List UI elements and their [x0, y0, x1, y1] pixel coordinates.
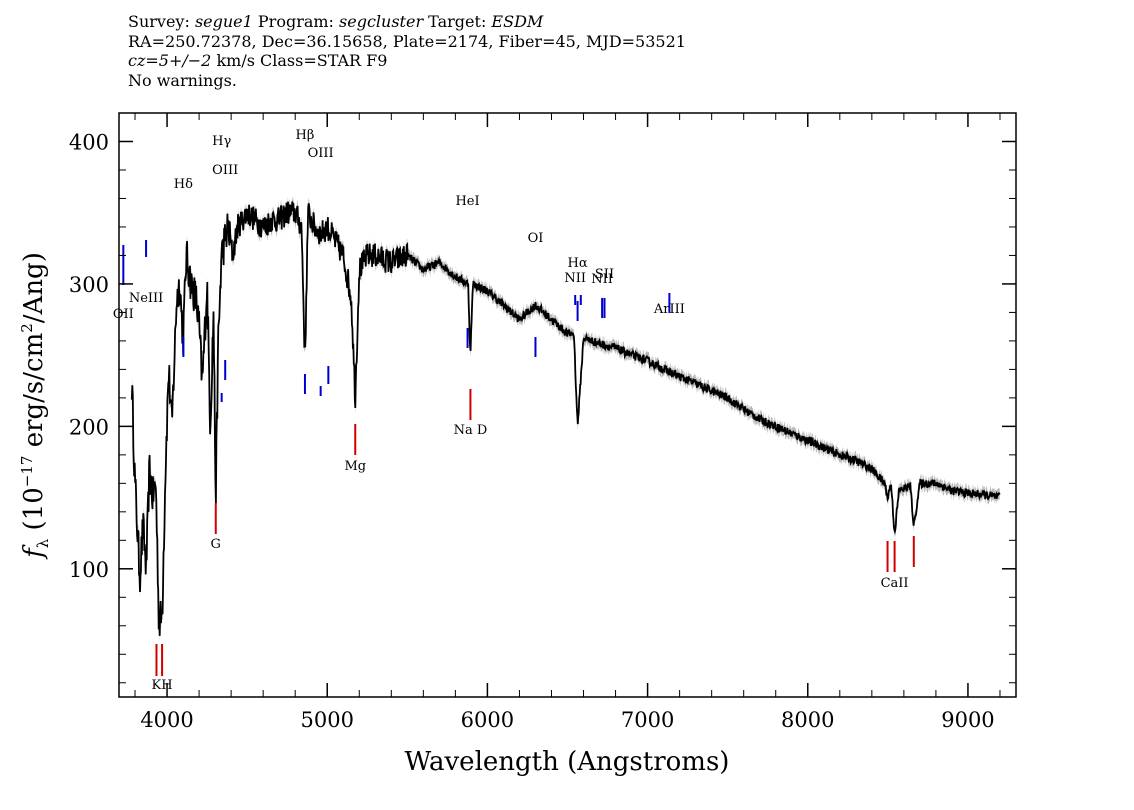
x-tick-label: 8000	[781, 708, 834, 732]
emission-line-label: NII	[591, 272, 613, 287]
emission-line-label: Hδ	[174, 177, 193, 192]
survey-value: segue1	[194, 12, 253, 31]
target-value: ESDM	[491, 12, 544, 31]
emission-line-label: NII	[564, 271, 586, 286]
emission-line-label: OIII	[212, 163, 238, 178]
header-line-warnings: No warnings.	[128, 70, 237, 90]
line-markers: OIINeIIIHδHγOIIIHβOIIIHeIOINIIHαNIISIIAr…	[113, 128, 915, 693]
emission-line-label: ArIII	[653, 302, 685, 317]
emission-line-label: OII	[113, 307, 134, 322]
x-tick-label: 7000	[621, 708, 674, 732]
absorption-line-label: Na D	[454, 423, 488, 438]
program-value: segcluster	[339, 12, 424, 31]
survey-label: Survey:	[128, 12, 195, 31]
axis-ticks: 4000 5000 6000 7000 8000 9000 100 200 300 400	[69, 113, 1016, 732]
program-label: Program:	[252, 12, 340, 31]
x-axis-title: Wavelength (Angstroms)	[405, 747, 730, 777]
spectrum-series	[130, 201, 1001, 636]
emission-line-label: NeIII	[129, 291, 163, 306]
y-tick-label: 300	[69, 273, 109, 297]
cz-value: cz=5+/−2	[128, 51, 212, 70]
x-tick-label: 5000	[301, 708, 354, 732]
header-line-redshift: cz=5+/−2 km/s Class=STAR F9	[128, 51, 686, 71]
y-axis-title: fλ (10−17 erg/s/cm2/Ang)	[18, 252, 52, 560]
y-tick-label: 200	[69, 415, 109, 439]
emission-line-label: Hγ	[212, 134, 231, 149]
emission-line-label: OIII	[308, 146, 334, 161]
error-band	[131, 195, 1000, 642]
y-tick-label: 400	[69, 130, 109, 154]
emission-line-label: Hα	[568, 256, 588, 271]
x-tick-label: 9000	[941, 708, 994, 732]
plot-frame	[118, 112, 1017, 698]
y-tick-label: 100	[69, 558, 109, 582]
emission-line-label: OI	[528, 231, 544, 246]
absorption-line-label: CaII	[881, 576, 909, 591]
spectrum-header: Survey: segue1 Program: segcluster Targe…	[128, 12, 686, 90]
spectrum-line	[130, 201, 1001, 636]
x-tick-label: 6000	[461, 708, 514, 732]
emission-line-label: SII	[595, 267, 614, 282]
error-band-area	[131, 195, 1000, 642]
target-label: Target:	[423, 12, 492, 31]
absorption-line-label: KH	[152, 678, 173, 693]
header-line-survey: Survey: segue1 Program: segcluster Targe…	[128, 12, 686, 32]
absorption-line-label: G	[211, 537, 221, 552]
emission-line-label: Hβ	[296, 128, 315, 143]
emission-line-label: HeI	[455, 194, 479, 209]
absorption-line-label: Mg	[344, 459, 366, 474]
x-tick-label: 4000	[140, 708, 193, 732]
header-line-coords: RA=250.72378, Dec=36.15658, Plate=2174, …	[128, 31, 686, 51]
cz-class: km/s Class=STAR F9	[211, 51, 388, 70]
